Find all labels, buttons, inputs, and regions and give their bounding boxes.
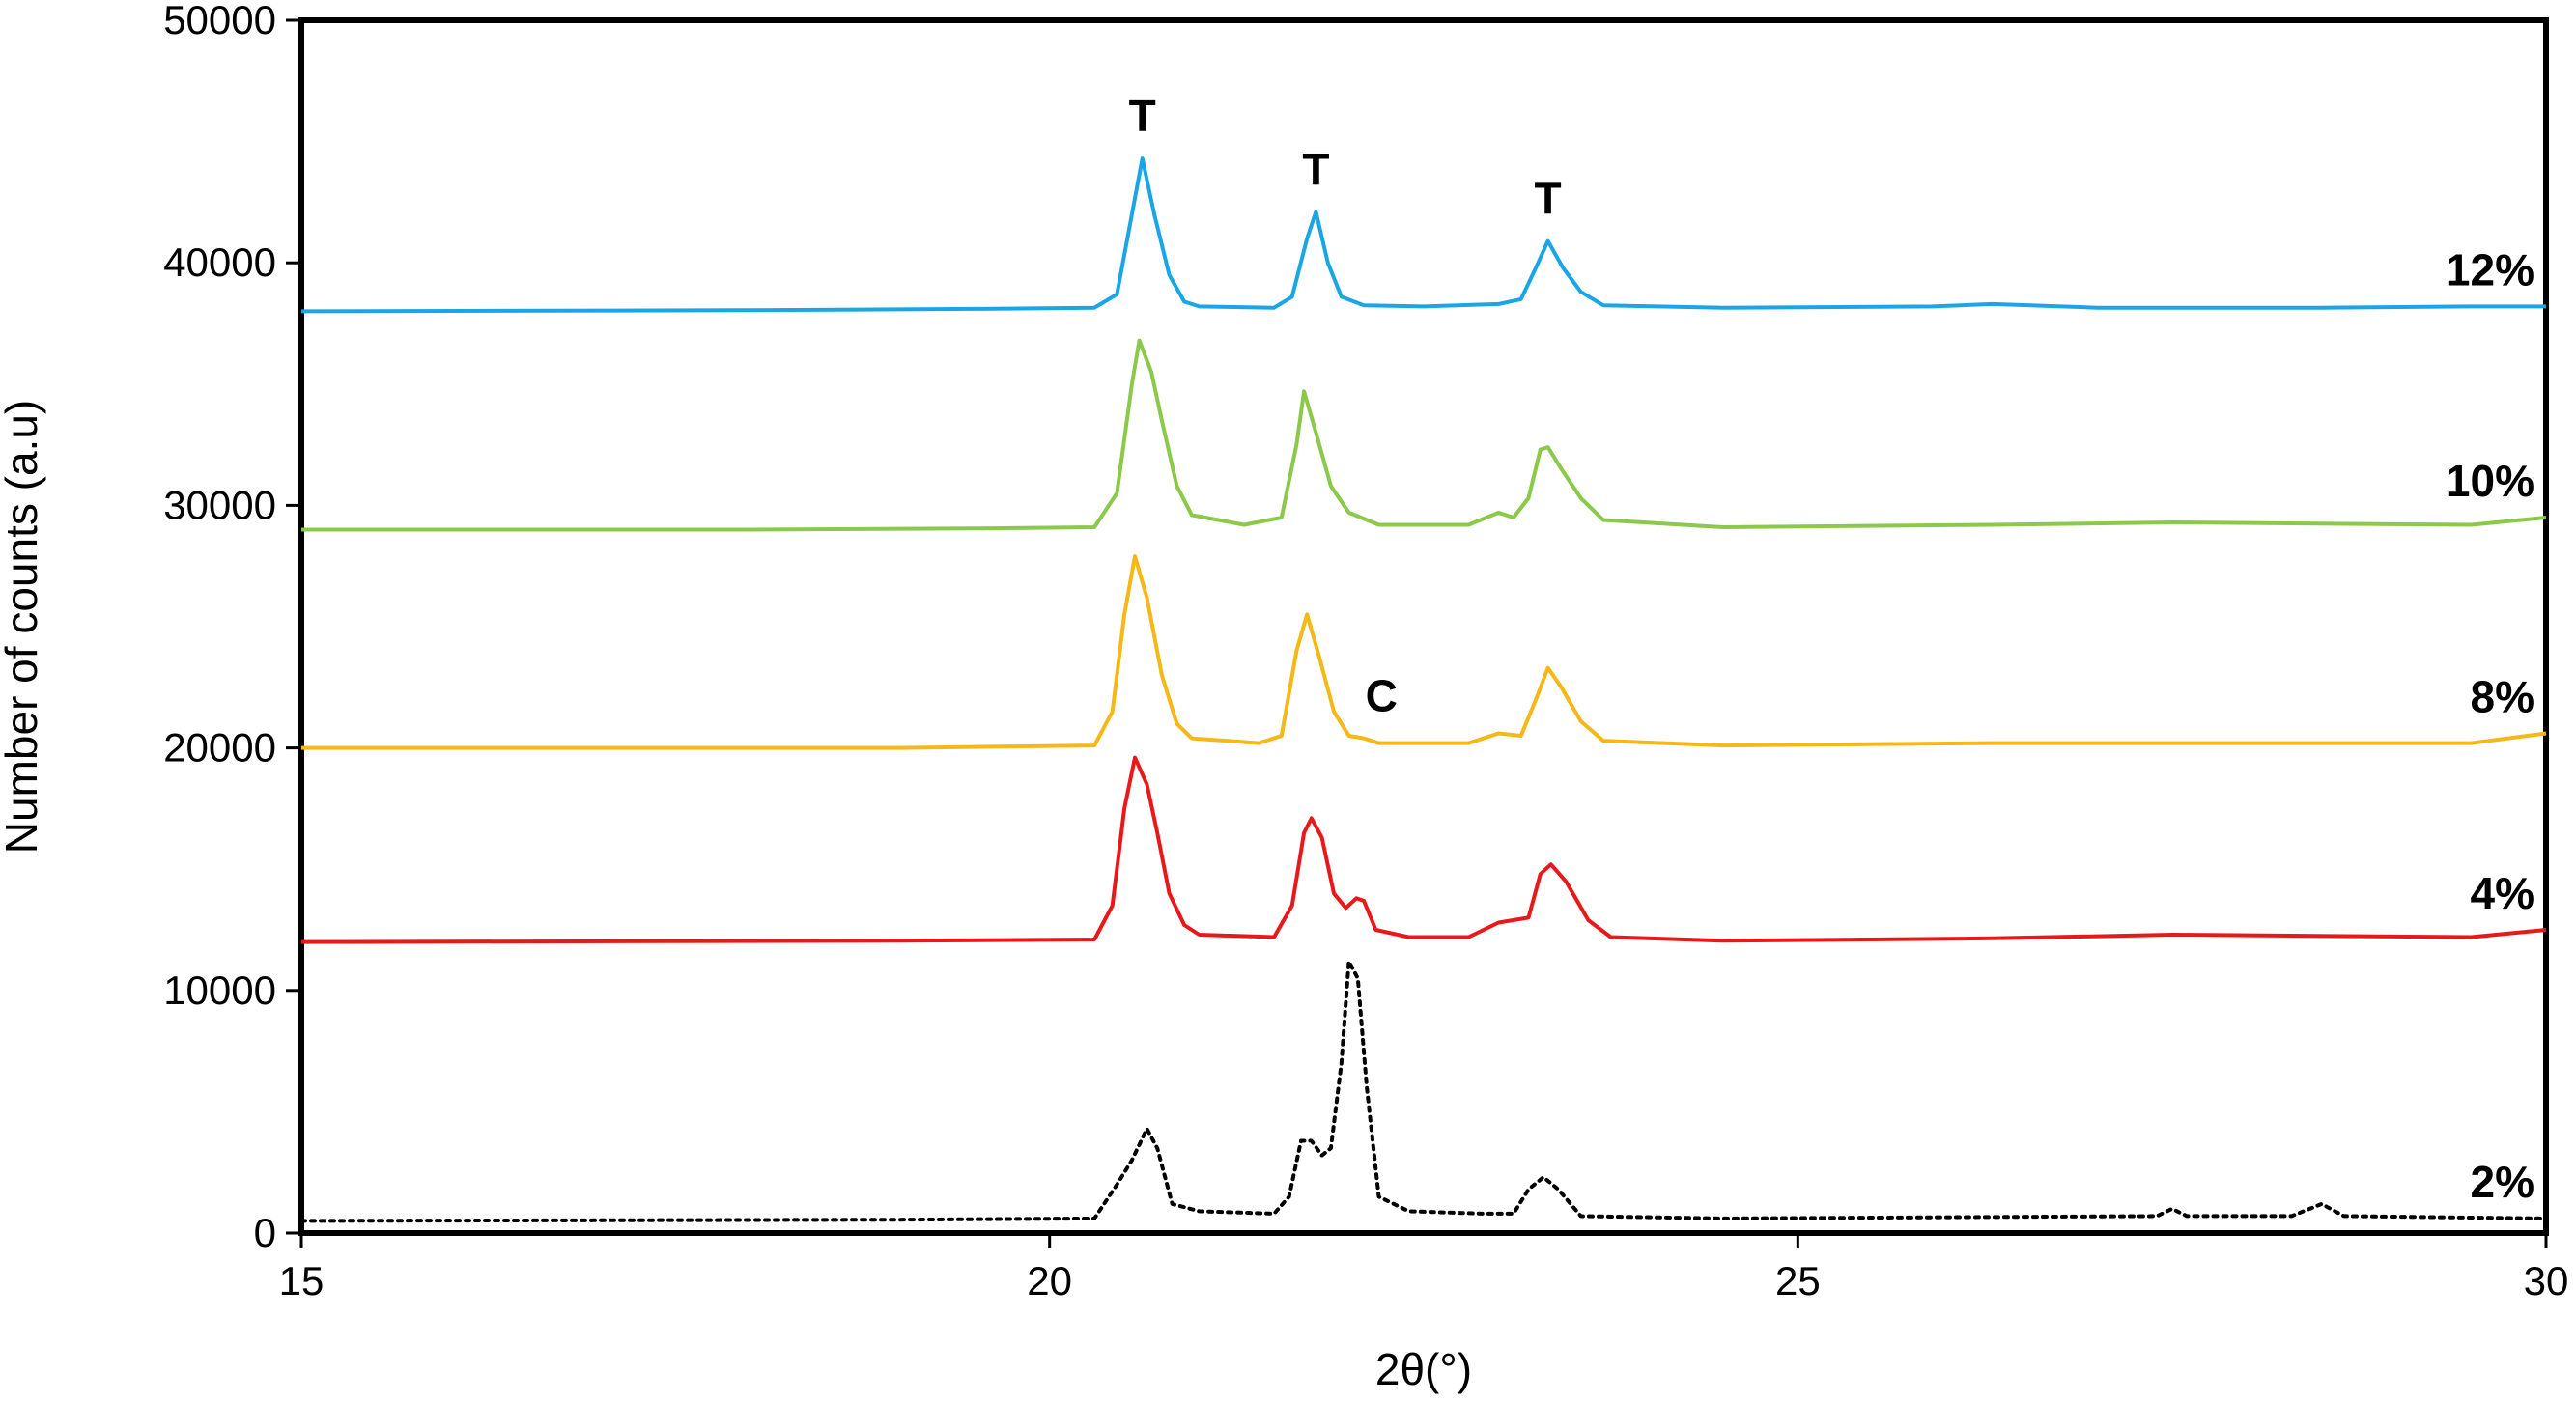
y-axis-title: Number of counts (a.u) xyxy=(0,400,46,854)
peak-label: C xyxy=(1366,671,1398,721)
y-tick-label: 40000 xyxy=(163,239,276,285)
y-axis: 0 10000 20000 30000 40000 50000 xyxy=(163,0,301,1255)
series-line-8% xyxy=(301,554,2547,750)
x-tick-label: 25 xyxy=(1775,1258,1821,1304)
x-tick-label: 20 xyxy=(1027,1258,1072,1304)
series-label: 12% xyxy=(2446,244,2534,294)
series-line-10% xyxy=(301,338,2547,532)
series-layer: 12% 10% 8% 4% 2% xyxy=(299,156,2548,1223)
y-tick-label: 10000 xyxy=(163,967,276,1013)
peak-label: T xyxy=(1535,174,1562,224)
x-axis-title: 2θ(°) xyxy=(1375,1344,1472,1394)
y-tick-label: 50000 xyxy=(163,0,276,42)
annotation-layer: T T T C xyxy=(1129,91,1562,720)
series-line-2% xyxy=(299,959,2548,1223)
series-line-4% xyxy=(300,755,2547,944)
peak-label: T xyxy=(1129,91,1156,141)
x-tick-label: 15 xyxy=(279,1258,325,1304)
series-label: 10% xyxy=(2446,456,2534,506)
peak-label: T xyxy=(1302,144,1329,194)
y-tick-label: 0 xyxy=(254,1210,276,1255)
x-tick-label: 30 xyxy=(2524,1258,2569,1304)
y-tick-label: 30000 xyxy=(163,482,276,527)
series-label: 2% xyxy=(2471,1157,2534,1207)
series-line-12% xyxy=(300,156,2546,314)
x-axis: 15 20 25 30 xyxy=(279,1233,2569,1304)
series-label: 4% xyxy=(2471,868,2534,918)
y-tick-label: 20000 xyxy=(163,725,276,771)
plot-frame xyxy=(298,17,2549,1236)
series-label: 8% xyxy=(2471,672,2534,722)
